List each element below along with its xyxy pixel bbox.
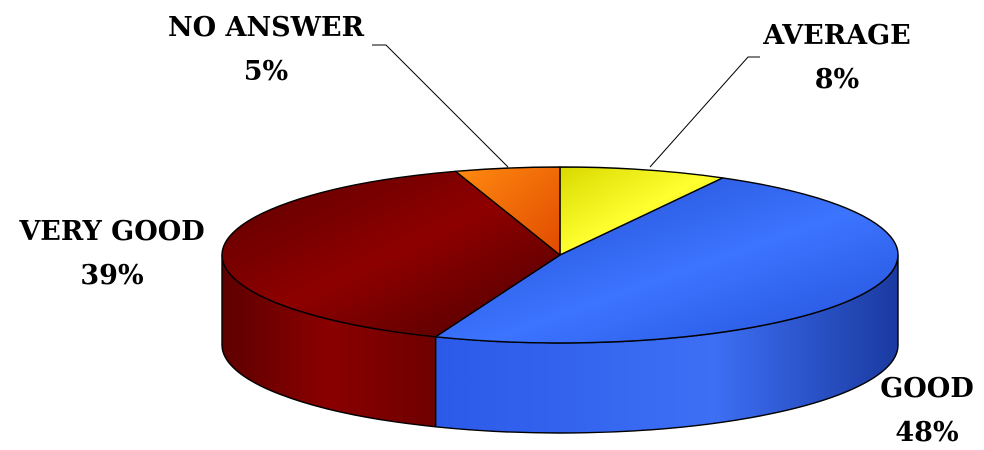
slice-average xyxy=(559,166,724,256)
slice-value-average: 8% xyxy=(815,64,859,95)
slice-no-answer xyxy=(454,166,561,256)
slice-label-average: AVERAGE xyxy=(762,20,911,51)
pie-top-faces xyxy=(221,166,899,344)
leader-line-no-answer xyxy=(372,44,509,168)
leader-line-average xyxy=(649,56,760,168)
slice-label-very-good: VERY GOOD xyxy=(18,216,204,247)
slice-value-no-answer: 5% xyxy=(244,56,288,87)
slice-label-no-answer: NO ANSWER xyxy=(168,12,365,43)
slice-value-very-good: 39% xyxy=(80,260,143,291)
slice-labels: AVERAGE 8% GOOD 48% VERY GOOD 39% NO ANSWER 5% xyxy=(18,12,973,448)
slice-very-good xyxy=(221,170,561,338)
slice-good xyxy=(434,177,899,344)
slice-label-good: GOOD xyxy=(880,373,974,404)
leader-lines xyxy=(372,44,760,168)
slice-value-good: 48% xyxy=(895,417,958,448)
